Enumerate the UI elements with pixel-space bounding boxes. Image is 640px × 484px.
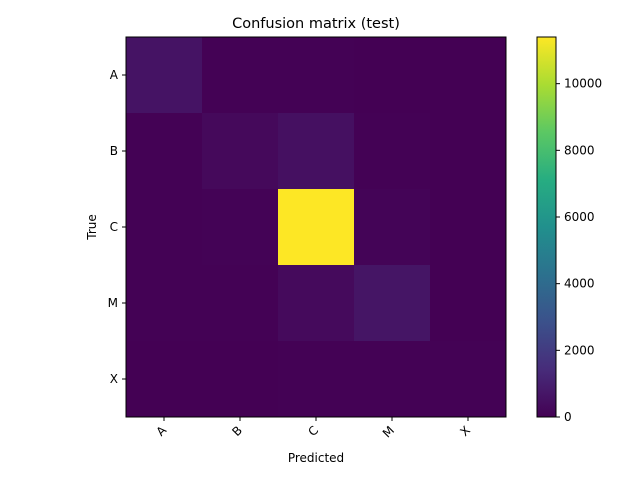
- y-tick-label: X: [110, 372, 118, 386]
- heatmap-cell-M-M: [354, 265, 431, 342]
- heatmap-cell-A-M: [354, 37, 431, 114]
- x-tick-label: C: [305, 423, 321, 439]
- heatmap-cell-B-B: [202, 113, 279, 190]
- heatmap-cell-C-X: [430, 189, 507, 266]
- y-tick-label: M: [108, 296, 118, 310]
- heatmap-cell-B-X: [430, 113, 507, 190]
- y-tick-label: C: [110, 220, 118, 234]
- heatmap-cell-B-M: [354, 113, 431, 190]
- x-tick-label: A: [153, 423, 169, 439]
- heatmap-cell-A-A: [126, 37, 203, 114]
- y-tick-label: A: [110, 68, 119, 82]
- heatmap-cell-C-C: [278, 189, 355, 266]
- heatmap-cell-X-C: [278, 341, 355, 418]
- colorbar-tick-label: 8000: [564, 143, 595, 157]
- colorbar: 0 2000 4000 6000 8000 10000: [536, 36, 602, 424]
- x-tick-label: X: [457, 423, 473, 439]
- heatmap-cell-B-A: [126, 113, 203, 190]
- x-tick-label: M: [380, 423, 397, 440]
- colorbar-tick-label: 10000: [564, 77, 602, 91]
- heatmap-cell-B-C: [278, 113, 355, 190]
- heatmap-cell-C-M: [354, 189, 431, 266]
- heatmap-cell-X-A: [126, 341, 203, 418]
- heatmap-cell-C-B: [202, 189, 279, 266]
- colorbar-tick-label: 4000: [564, 277, 595, 291]
- heatmap-cells: [126, 37, 507, 418]
- heatmap-cell-M-A: [126, 265, 203, 342]
- heatmap-cell-M-B: [202, 265, 279, 342]
- heatmap-cell-X-B: [202, 341, 279, 418]
- y-axis-label: True: [85, 214, 99, 241]
- heatmap-cell-M-X: [430, 265, 507, 342]
- heatmap-cell-X-M: [354, 341, 431, 418]
- y-tick-label: B: [110, 144, 118, 158]
- heatmap-cell-M-C: [278, 265, 355, 342]
- x-tick-label: B: [229, 423, 245, 439]
- colorbar-tick-label: 0: [564, 410, 572, 424]
- heatmap-cell-A-C: [278, 37, 355, 114]
- heatmap-cell-X-X: [430, 341, 507, 418]
- colorbar-gradient: [536, 36, 557, 418]
- heatmap-cell-A-B: [202, 37, 279, 114]
- colorbar-tick-label: 2000: [564, 343, 595, 357]
- colorbar-tick-label: 6000: [564, 210, 595, 224]
- heatmap-cell-A-X: [430, 37, 507, 114]
- x-axis-label: Predicted: [288, 451, 344, 465]
- heatmap-cell-C-A: [126, 189, 203, 266]
- chart-title: Confusion matrix (test): [232, 16, 400, 32]
